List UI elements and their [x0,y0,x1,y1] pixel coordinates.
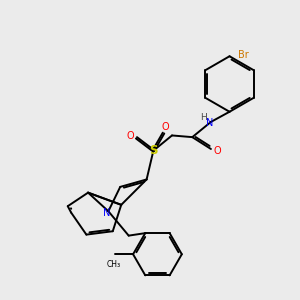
Text: H: H [200,113,207,122]
Text: CH₃: CH₃ [107,260,121,269]
Text: Br: Br [238,50,249,60]
Text: O: O [161,122,169,132]
Text: N: N [103,208,110,218]
Text: O: O [213,146,221,156]
Text: S: S [149,144,158,157]
Text: O: O [127,131,134,141]
Text: N: N [206,118,213,128]
